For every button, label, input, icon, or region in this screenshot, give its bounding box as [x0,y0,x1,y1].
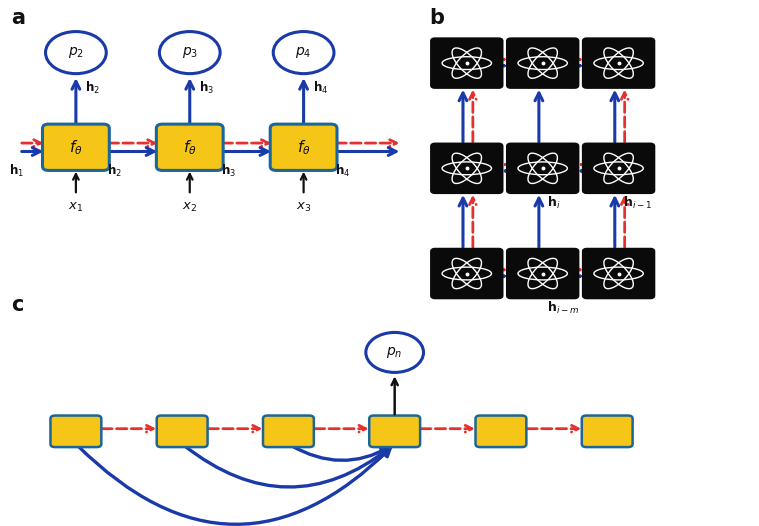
Text: $\mathbf{h}_{2}$: $\mathbf{h}_{2}$ [85,79,100,96]
FancyBboxPatch shape [50,416,102,447]
FancyArrowPatch shape [184,446,389,487]
Circle shape [159,32,220,74]
FancyBboxPatch shape [431,38,502,88]
FancyBboxPatch shape [507,249,578,298]
FancyBboxPatch shape [156,124,223,170]
Text: $\mathbf{h}_{3}$: $\mathbf{h}_{3}$ [199,79,214,96]
Text: $x_{3}$: $x_{3}$ [296,200,311,214]
FancyBboxPatch shape [583,249,654,298]
Text: $\mathbf{c}$: $\mathbf{c}$ [11,295,24,315]
FancyBboxPatch shape [583,38,654,88]
Circle shape [273,32,334,74]
Text: $p_{4}$: $p_{4}$ [295,45,312,60]
FancyBboxPatch shape [507,144,578,193]
FancyBboxPatch shape [263,416,314,447]
Text: $p_n$: $p_n$ [386,345,403,360]
Text: $f_\theta$: $f_\theta$ [183,138,197,157]
Text: $f_\theta$: $f_\theta$ [297,138,310,157]
Text: $x_{1}$: $x_{1}$ [68,200,83,214]
FancyBboxPatch shape [156,416,207,447]
FancyBboxPatch shape [270,124,337,170]
Text: $f_\theta$: $f_\theta$ [69,138,83,157]
Text: $\mathbf{h}_{4}$: $\mathbf{h}_{4}$ [313,79,328,96]
Circle shape [366,332,424,372]
FancyArrowPatch shape [291,446,389,460]
FancyBboxPatch shape [582,416,633,447]
Text: $\mathbf{h}_{3}$: $\mathbf{h}_{3}$ [221,163,236,179]
FancyBboxPatch shape [431,144,502,193]
Text: $\mathbf{h}_{4}$: $\mathbf{h}_{4}$ [335,163,350,179]
Text: $x_{2}$: $x_{2}$ [182,200,197,214]
FancyBboxPatch shape [583,144,654,193]
Text: $p_{3}$: $p_{3}$ [181,45,198,60]
Text: $\mathbf{h}_{2}$: $\mathbf{h}_{2}$ [107,163,122,179]
Text: $\mathbf{b}$: $\mathbf{b}$ [429,8,445,28]
Text: $p_{2}$: $p_{2}$ [68,45,84,60]
FancyBboxPatch shape [475,416,527,447]
Text: $\mathbf{h}_i$: $\mathbf{h}_i$ [547,195,561,211]
Text: $\mathbf{h}_{i-1}$: $\mathbf{h}_{i-1}$ [623,195,652,211]
Text: $\mathbf{a}$: $\mathbf{a}$ [11,8,26,28]
Circle shape [46,32,106,74]
FancyBboxPatch shape [431,249,502,298]
FancyBboxPatch shape [507,38,578,88]
Text: $\mathbf{h}_{i-m}$: $\mathbf{h}_{i-m}$ [547,300,579,316]
FancyArrowPatch shape [78,446,390,524]
FancyBboxPatch shape [43,124,109,170]
FancyBboxPatch shape [369,416,420,447]
Text: $\mathbf{h}_1$: $\mathbf{h}_1$ [9,163,24,179]
